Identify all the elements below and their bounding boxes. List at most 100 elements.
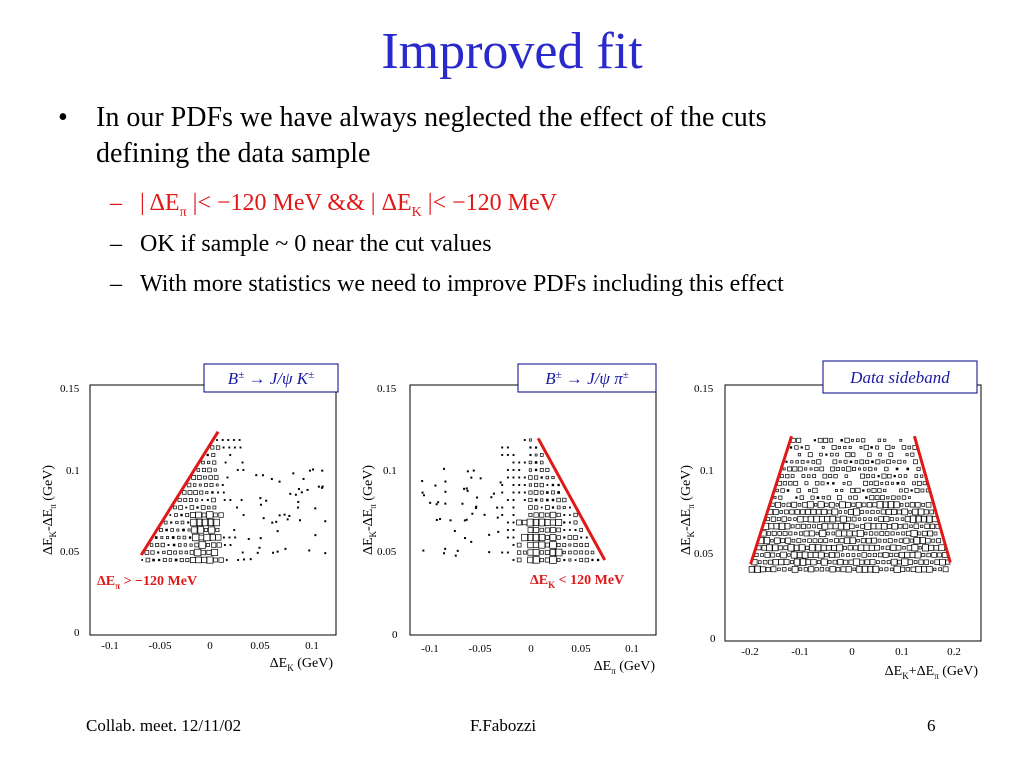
histogram-bin xyxy=(198,483,202,487)
plot-1-label-text: B± → J/ψ K± xyxy=(228,369,314,388)
histogram-bin xyxy=(776,553,780,557)
histogram-bin xyxy=(533,490,539,495)
histogram-bin xyxy=(187,528,191,532)
histogram-bin xyxy=(533,527,540,533)
histogram-bin xyxy=(912,508,919,516)
histogram-bin xyxy=(778,495,783,500)
histogram-bin xyxy=(837,495,842,501)
histogram-bin xyxy=(780,538,786,544)
histogram-bin xyxy=(816,496,820,499)
histogram-bin xyxy=(793,480,799,486)
histogram-bin xyxy=(872,502,878,508)
histogram-bin xyxy=(805,509,811,515)
histogram-bin xyxy=(195,518,204,527)
histogram-bin xyxy=(528,505,533,510)
histogram-bin xyxy=(288,514,291,517)
histogram-bin xyxy=(527,527,534,533)
histogram-bin xyxy=(909,552,916,558)
histogram-bin xyxy=(443,552,446,555)
histogram-bin xyxy=(768,559,773,565)
histogram-bin xyxy=(895,517,899,521)
histogram-bin xyxy=(187,490,193,495)
histogram-bin xyxy=(809,544,817,552)
histogram-bin xyxy=(198,534,205,541)
histogram-bin xyxy=(512,521,515,524)
histogram-bin xyxy=(920,474,924,478)
histogram-bin xyxy=(215,527,220,532)
histogram-bin xyxy=(149,543,154,547)
plot-2-y-tick: 0.05 xyxy=(377,546,397,558)
histogram-bin xyxy=(496,506,499,509)
histogram-bin xyxy=(537,518,546,527)
plot-1-cut-line xyxy=(139,430,220,556)
histogram-bin xyxy=(904,516,911,523)
histogram-bin xyxy=(145,557,151,563)
sub-dash: – xyxy=(110,190,122,216)
plot-2-x-tick: 0 xyxy=(528,643,534,655)
histogram-bin xyxy=(819,466,825,472)
histogram-bin xyxy=(845,452,851,458)
histogram-bin xyxy=(811,460,816,464)
histogram-bin xyxy=(532,519,540,526)
histogram-bin xyxy=(528,490,533,495)
histogram-bin xyxy=(836,544,843,552)
histogram-bin xyxy=(797,503,802,507)
histogram-bin xyxy=(816,560,821,565)
histogram-bin xyxy=(760,553,764,557)
histogram-bin xyxy=(801,474,806,478)
histogram-bin xyxy=(192,483,197,487)
histogram-bin xyxy=(789,509,795,515)
histogram-bin xyxy=(258,546,261,549)
histogram-bin xyxy=(852,508,860,516)
histogram-bin xyxy=(534,446,538,449)
histogram-bin xyxy=(501,506,504,509)
histogram-bin xyxy=(237,559,240,561)
histogram-bin xyxy=(904,551,911,559)
histogram-bin xyxy=(556,512,561,518)
histogram-bin xyxy=(563,558,566,562)
histogram-bin xyxy=(444,547,447,550)
histogram-bin xyxy=(890,481,894,485)
histogram-bin xyxy=(824,552,829,558)
histogram-bin xyxy=(539,527,544,533)
histogram-bin xyxy=(884,567,889,572)
plot-2-x-tick: 0.1 xyxy=(625,643,639,655)
histogram-bin xyxy=(788,481,793,486)
histogram-bin xyxy=(865,510,869,514)
histogram-bin xyxy=(909,538,914,543)
histogram-bin xyxy=(278,514,281,517)
histogram-bin xyxy=(851,438,854,442)
histogram-bin xyxy=(942,566,949,573)
histogram-bin xyxy=(827,560,832,565)
histogram-bin xyxy=(512,484,515,486)
histogram-bin xyxy=(880,546,885,550)
histogram-bin xyxy=(905,567,911,572)
histogram-bin xyxy=(851,502,856,507)
histogram-bin xyxy=(762,559,768,565)
histogram-bin xyxy=(812,538,818,544)
histogram-bin xyxy=(308,549,311,552)
histogram-bin xyxy=(212,505,217,510)
histogram-bin xyxy=(187,521,190,524)
histogram-bin xyxy=(470,540,473,543)
histogram-bin xyxy=(211,453,216,457)
histogram-bin xyxy=(527,534,534,541)
histogram-bin xyxy=(765,566,771,572)
histogram-bin xyxy=(262,517,265,520)
histogram-bin xyxy=(796,488,801,493)
histogram-bin xyxy=(780,551,787,559)
histogram-bin xyxy=(847,545,853,551)
histogram-bin xyxy=(821,523,829,530)
histogram-bin xyxy=(429,501,432,504)
histogram-bin xyxy=(921,502,926,507)
plot-2-cut-line xyxy=(536,437,607,561)
histogram-bin xyxy=(211,548,219,556)
histogram-bin xyxy=(908,496,911,499)
histogram-bin xyxy=(173,550,178,555)
histogram-bin xyxy=(913,560,918,564)
histogram-bin xyxy=(567,535,573,540)
histogram-bin xyxy=(512,506,515,509)
histogram-bin xyxy=(778,545,783,551)
histogram-bin xyxy=(843,510,848,514)
